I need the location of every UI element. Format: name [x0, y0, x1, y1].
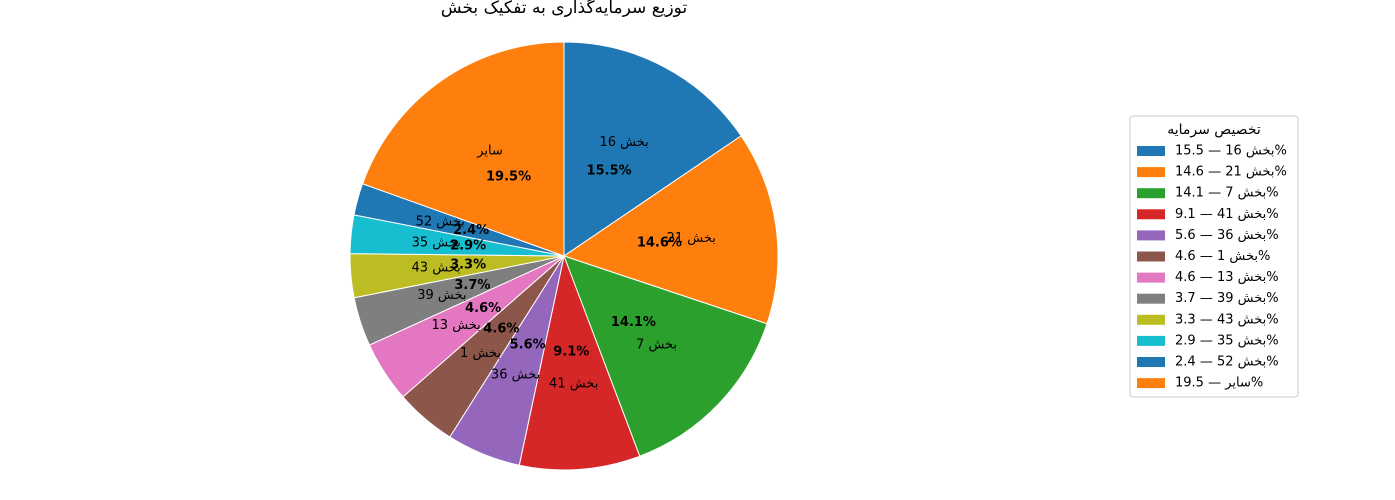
slice-label: بخش 1 [460, 346, 501, 361]
legend-entry-label: سایر — 19.5% [1175, 376, 1263, 391]
slice-percent-label: 3.7% [454, 278, 490, 293]
legend-entry-label: بخش 52 — 2.4% [1175, 355, 1279, 370]
pie-slices [349, 41, 779, 471]
slice-label: بخش 43 [412, 260, 461, 275]
slice-label: بخش 41 [549, 377, 598, 392]
slice-label: بخش 39 [417, 288, 466, 303]
pie-slice [563, 41, 742, 257]
pie-slice [518, 254, 641, 471]
legend-swatch [1137, 188, 1165, 199]
slice-label: بخش 16 [600, 135, 649, 150]
slice-label: بخش 7 [636, 337, 677, 352]
slice-percent-label: 9.1% [553, 345, 589, 360]
legend-swatch [1137, 314, 1165, 325]
slice-label: سایر [476, 143, 503, 158]
legend-swatch [1137, 209, 1165, 220]
pie-slice [563, 255, 768, 457]
legend-frame [1129, 115, 1299, 398]
slice-percent-label: 5.6% [510, 338, 546, 353]
slice-percent-label: 14.6% [637, 235, 682, 250]
pie-slice [361, 41, 565, 257]
legend-swatch [1137, 272, 1165, 283]
legend-entry-label: بخش 35 — 2.9% [1175, 333, 1279, 348]
legend-swatch [1137, 293, 1165, 304]
slice-percent-label: 14.1% [611, 315, 656, 330]
legend-swatch [1137, 378, 1165, 389]
legend-entry-label: بخش 41 — 9.1% [1175, 207, 1279, 222]
legend-entry-label: بخش 16 — 15.5% [1175, 144, 1287, 159]
legend-entry-label: بخش 1 — 4.6% [1175, 249, 1270, 264]
legend-swatch [1137, 251, 1165, 262]
slice-label: بخش 13 [432, 318, 481, 333]
slice-label: بخش 52 [416, 214, 465, 229]
legend-swatch [1137, 230, 1165, 241]
legend-entry-label: بخش 36 — 5.6% [1175, 228, 1279, 243]
legend-entry-label: بخش 39 — 3.7% [1175, 291, 1279, 306]
legend-swatch [1137, 167, 1165, 178]
legend-swatch [1137, 146, 1165, 156]
slice-label: بخش 36 [491, 367, 540, 382]
pie-slice [562, 135, 779, 325]
slice-label: بخش 35 [412, 235, 461, 250]
slice-percent-label: 4.6% [465, 301, 501, 316]
slice-percent-label: 15.5% [587, 163, 632, 178]
slice-percent-label: 2.4% [453, 223, 489, 238]
slice-label: بخش 21 [667, 231, 716, 246]
legend-entry-label: بخش 21 — 14.6% [1175, 165, 1287, 180]
legend-swatch [1137, 335, 1165, 346]
legend-swatch [1137, 357, 1165, 367]
legend: تخصیص سرمایه بخش 16 — 15.5% بخش 21 — 14.6… [1129, 115, 1299, 398]
legend-entry-label: بخش 43 — 3.3% [1175, 312, 1279, 327]
legend-entry-label: بخش 13 — 4.6% [1175, 270, 1279, 285]
legend-entry-label: بخش 7 — 14.1% [1175, 186, 1279, 201]
slice-percent-label: 19.5% [486, 170, 531, 185]
slice-percent-label: 3.3% [450, 257, 486, 272]
chart-title: توزیع سرمایه‌گذاری به تفکیک بخش [441, 0, 688, 18]
slice-percent-label: 2.9% [450, 239, 486, 254]
slice-percent-label: 4.6% [483, 322, 519, 337]
legend-title: تخصیص سرمایه [1167, 122, 1261, 138]
